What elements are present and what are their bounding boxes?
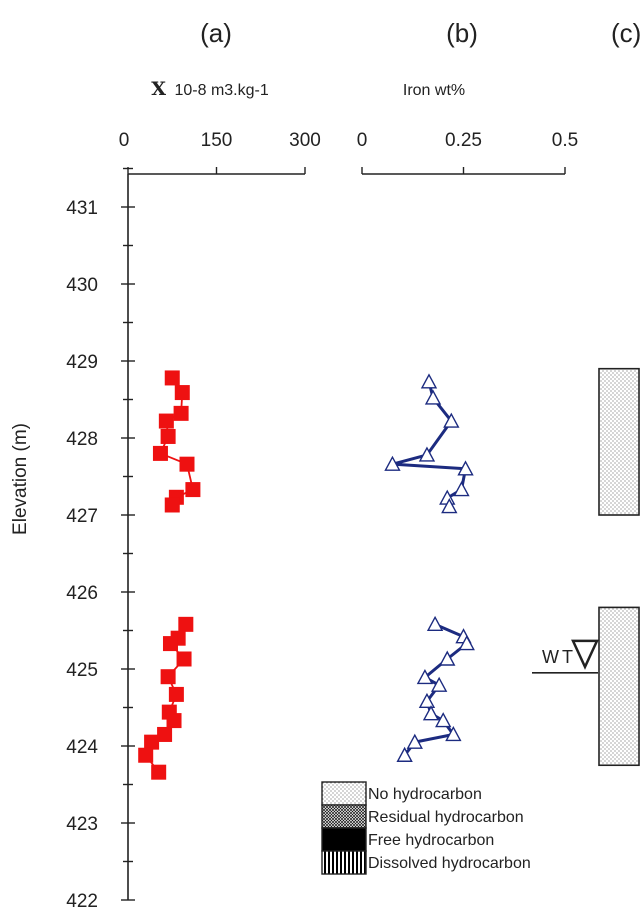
- data-point-triangle: [416, 668, 434, 685]
- data-point-triangle: [396, 746, 413, 762]
- panel-letter-b: (b): [446, 18, 478, 48]
- series-line-a: [159, 377, 194, 506]
- legend-label: Free hydrocarbon: [368, 832, 494, 849]
- x-tick-label-b: 0.25: [445, 130, 482, 151]
- data-point-triangle: [420, 373, 438, 389]
- data-point-square: [152, 445, 168, 461]
- data-point-triangle: [453, 481, 470, 497]
- y-tick-label: 429: [66, 352, 98, 373]
- x-tick-label-a: 0: [119, 130, 130, 151]
- legend-swatch: [321, 804, 367, 829]
- panel-a-series: [138, 370, 201, 780]
- panel-letter-c: (c): [611, 18, 641, 48]
- water-table-triangle-icon: [571, 639, 599, 670]
- legend-label: Dissolved hydrocarbon: [368, 855, 531, 872]
- data-point-triangle: [445, 725, 462, 742]
- x-tick-label-b: 0: [357, 130, 368, 151]
- susceptibility-symbol: X: [151, 78, 166, 100]
- data-point-square: [144, 734, 160, 750]
- data-point-triangle: [439, 650, 456, 666]
- water-table-label: WT: [542, 647, 576, 667]
- data-point-triangle: [458, 635, 475, 651]
- data-point-square: [179, 456, 195, 472]
- axes-layer: 422 423 424 425 426 427 428 429 430 431 0 150 300 0 0.…: [66, 130, 578, 912]
- y-tick-label: 424: [66, 737, 98, 758]
- hydrocarbon-interval: [598, 367, 640, 516]
- data-point-square: [185, 482, 201, 498]
- data-point-triangle: [441, 498, 458, 514]
- data-point-square: [151, 764, 167, 780]
- data-point-square: [173, 405, 189, 421]
- data-point-triangle: [430, 676, 448, 692]
- data-point-triangle: [406, 733, 423, 749]
- water-table-marker: WT: [532, 639, 599, 674]
- y-tick-label: 426: [66, 583, 98, 604]
- legend-swatch: [321, 850, 367, 875]
- data-point-square: [160, 669, 176, 685]
- y-tick-label: 423: [66, 814, 98, 835]
- x-tick-label-a: 150: [201, 130, 233, 151]
- data-point-square: [164, 497, 180, 513]
- y-axis-title: Elevation (m): [10, 423, 31, 535]
- axis-title-a: X 10-8 m3.kg-1: [151, 78, 269, 100]
- y-tick-label: 430: [66, 275, 98, 296]
- data-point-square: [162, 636, 178, 652]
- data-point-square: [168, 686, 184, 702]
- data-point-triangle: [426, 615, 444, 632]
- y-tick-label: 422: [66, 891, 98, 912]
- data-point-square: [157, 726, 173, 742]
- x-tick-label-a: 300: [289, 130, 321, 151]
- panel-c-intervals: [598, 367, 640, 767]
- data-point-triangle: [418, 692, 436, 709]
- x-tick-label-b: 0.5: [552, 130, 578, 151]
- panel-letter-a: (a): [200, 18, 232, 48]
- legend: No hydrocarbon Residual hydrocarbon Free h…: [321, 781, 531, 875]
- y-tick-label: 425: [66, 660, 98, 681]
- hydrocarbon-interval: [598, 606, 640, 767]
- y-tick-label: 431: [66, 198, 98, 219]
- data-point-triangle: [443, 412, 460, 428]
- data-point-square: [138, 747, 154, 763]
- y-tick-label: 428: [66, 429, 98, 450]
- data-point-square: [160, 428, 176, 444]
- data-point-square: [174, 385, 190, 401]
- data-point-triangle: [418, 446, 436, 462]
- data-point-square: [158, 413, 174, 429]
- axis-title-b: Iron wt%: [403, 82, 465, 99]
- legend-swatch: [321, 781, 367, 806]
- data-point-triangle: [435, 712, 452, 728]
- data-point-triangle: [424, 389, 442, 405]
- legend-label: Residual hydrocarbon: [368, 809, 524, 826]
- data-point-square: [164, 370, 180, 386]
- data-point-square: [176, 651, 192, 667]
- legend-label: No hydrocarbon: [368, 786, 482, 803]
- panel-b-series: [384, 373, 475, 762]
- axis-units-a: 10-8 m3.kg-1: [174, 82, 268, 99]
- data-point-triangle: [457, 460, 474, 476]
- data-point-triangle: [384, 455, 401, 471]
- y-tick-label: 427: [66, 506, 98, 527]
- data-point-square: [178, 616, 194, 632]
- data-point-square: [166, 713, 182, 729]
- legend-swatch: [321, 827, 367, 852]
- data-point-triangle: [422, 705, 440, 721]
